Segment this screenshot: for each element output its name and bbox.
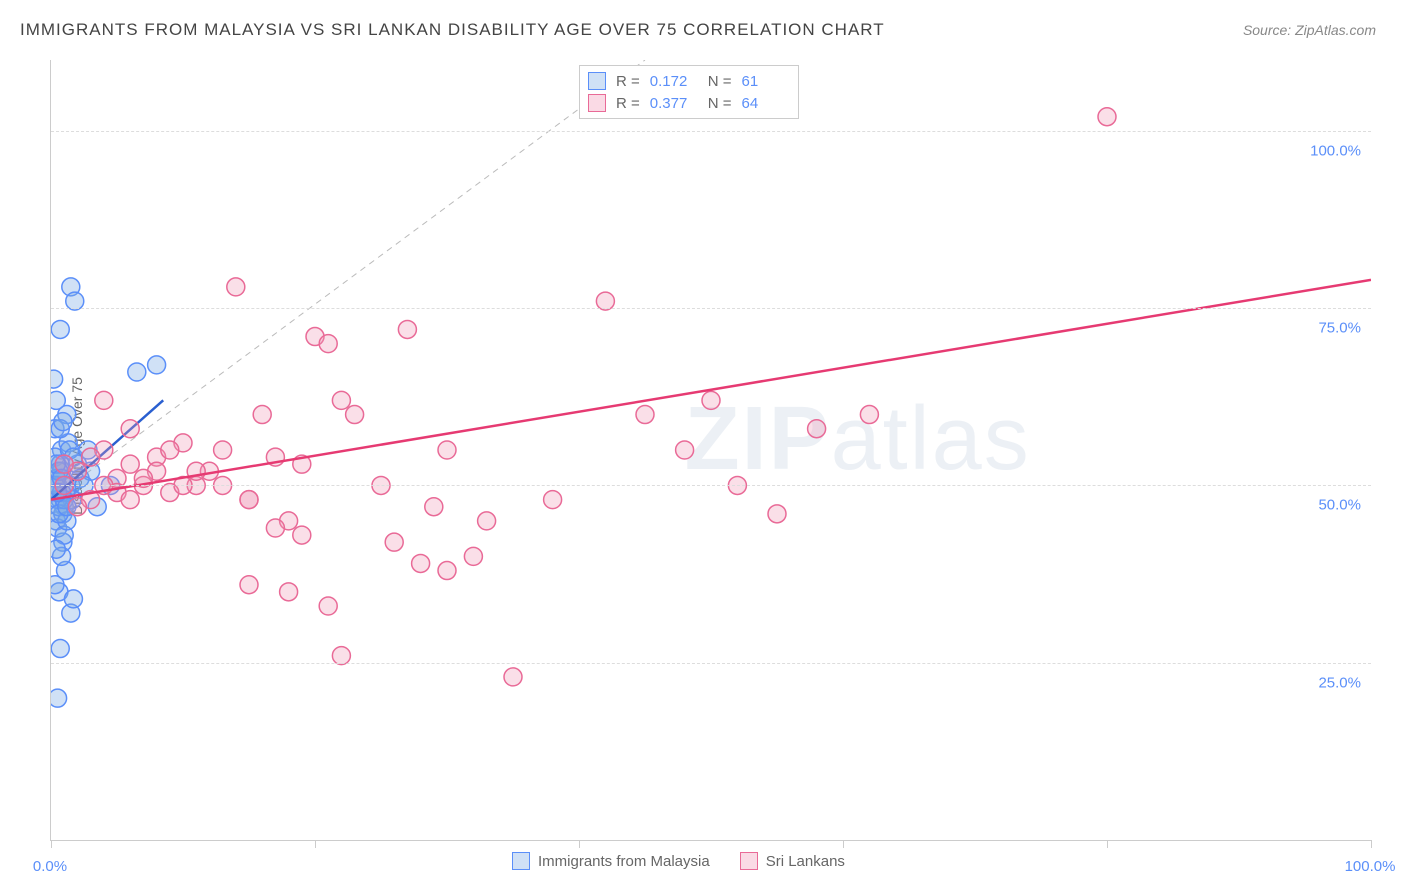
legend-item-label: Sri Lankans	[766, 853, 845, 870]
x-tick	[579, 840, 580, 848]
source-label: Source: ZipAtlas.com	[1243, 22, 1376, 38]
chart-svg	[51, 60, 1371, 840]
gridline-h	[51, 308, 1371, 309]
legend-r-value: 0.172	[650, 73, 698, 90]
legend-swatch	[512, 852, 530, 870]
legend-r-label: R =	[616, 73, 640, 90]
page-title: IMMIGRANTS FROM MALAYSIA VS SRI LANKAN D…	[20, 20, 885, 40]
x-tick	[51, 840, 52, 848]
y-tick-label: 75.0%	[1318, 320, 1361, 337]
legend-row: R = 0.377 N = 64	[588, 92, 790, 114]
legend-swatch	[588, 72, 606, 90]
legend-item: Sri Lankans	[740, 852, 845, 870]
legend-n-label: N =	[708, 95, 732, 112]
x-tick	[315, 840, 316, 848]
legend-n-value: 64	[742, 95, 790, 112]
legend-r-label: R =	[616, 95, 640, 112]
legend-r-value: 0.377	[650, 95, 698, 112]
gridline-h	[51, 131, 1371, 132]
chart-container: IMMIGRANTS FROM MALAYSIA VS SRI LANKAN D…	[0, 0, 1406, 892]
x-tick	[1107, 840, 1108, 848]
x-tick	[843, 840, 844, 848]
legend-swatch	[740, 852, 758, 870]
gridline-h	[51, 485, 1371, 486]
legend-swatch	[588, 94, 606, 112]
legend-n-value: 61	[742, 73, 790, 90]
x-tick	[1371, 840, 1372, 848]
legend-item: Immigrants from Malaysia	[512, 852, 710, 870]
plot-area: ZIPatlas R = 0.172 N = 61 R = 0.377 N = 64 25.0…	[50, 60, 1371, 841]
legend-item-label: Immigrants from Malaysia	[538, 853, 710, 870]
legend-correlation: R = 0.172 N = 61 R = 0.377 N = 64	[579, 65, 799, 119]
watermark-light: atlas	[831, 389, 1031, 489]
x-tick-label: 100.0%	[1345, 858, 1396, 875]
y-tick-label: 100.0%	[1310, 142, 1361, 159]
watermark-bold: ZIP	[685, 389, 831, 489]
watermark: ZIPatlas	[685, 388, 1031, 491]
legend-n-label: N =	[708, 73, 732, 90]
gridline-h	[51, 663, 1371, 664]
x-tick-label: 0.0%	[33, 858, 67, 875]
legend-row: R = 0.172 N = 61	[588, 70, 790, 92]
y-tick-label: 25.0%	[1318, 674, 1361, 691]
y-tick-label: 50.0%	[1318, 497, 1361, 514]
legend-series: Immigrants from Malaysia Sri Lankans	[512, 852, 845, 870]
